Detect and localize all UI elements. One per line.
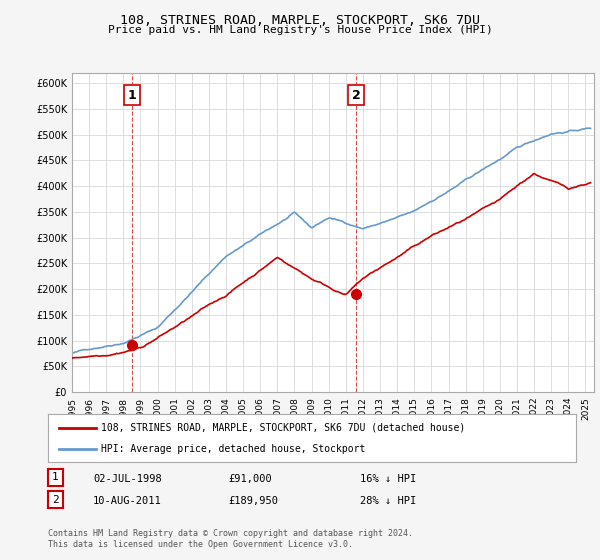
Text: Price paid vs. HM Land Registry's House Price Index (HPI): Price paid vs. HM Land Registry's House …	[107, 25, 493, 35]
Text: 2: 2	[52, 494, 59, 505]
Text: 10-AUG-2011: 10-AUG-2011	[93, 496, 162, 506]
Text: 108, STRINES ROAD, MARPLE, STOCKPORT, SK6 7DU (detached house): 108, STRINES ROAD, MARPLE, STOCKPORT, SK…	[101, 423, 465, 433]
Text: £91,000: £91,000	[228, 474, 272, 484]
Text: HPI: Average price, detached house, Stockport: HPI: Average price, detached house, Stoc…	[101, 444, 365, 454]
Text: 16% ↓ HPI: 16% ↓ HPI	[360, 474, 416, 484]
Text: 1: 1	[128, 88, 136, 102]
Text: £189,950: £189,950	[228, 496, 278, 506]
Text: 1: 1	[52, 472, 59, 482]
Text: 2: 2	[352, 88, 361, 102]
Text: Contains HM Land Registry data © Crown copyright and database right 2024.
This d: Contains HM Land Registry data © Crown c…	[48, 529, 413, 549]
Text: 108, STRINES ROAD, MARPLE, STOCKPORT, SK6 7DU: 108, STRINES ROAD, MARPLE, STOCKPORT, SK…	[120, 14, 480, 27]
Text: 28% ↓ HPI: 28% ↓ HPI	[360, 496, 416, 506]
Text: 02-JUL-1998: 02-JUL-1998	[93, 474, 162, 484]
